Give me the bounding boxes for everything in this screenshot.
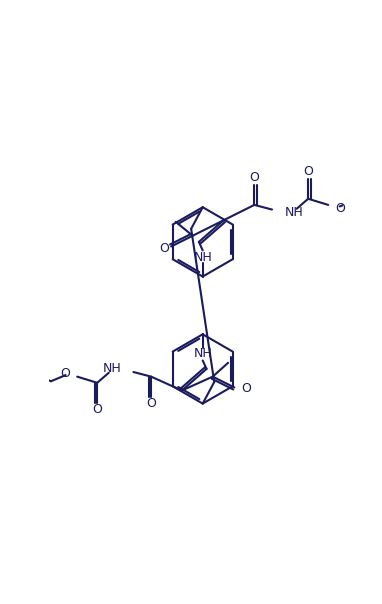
Text: O: O [159, 242, 169, 254]
Text: O: O [335, 202, 345, 214]
Text: O: O [303, 165, 313, 178]
Text: NH: NH [284, 206, 303, 219]
Text: NH: NH [193, 347, 212, 360]
Text: NH: NH [102, 362, 121, 376]
Text: O: O [146, 397, 156, 410]
Text: O: O [60, 367, 70, 380]
Text: NH: NH [193, 251, 212, 264]
Text: O: O [241, 382, 251, 396]
Text: O: O [92, 403, 102, 416]
Text: O: O [249, 172, 259, 184]
